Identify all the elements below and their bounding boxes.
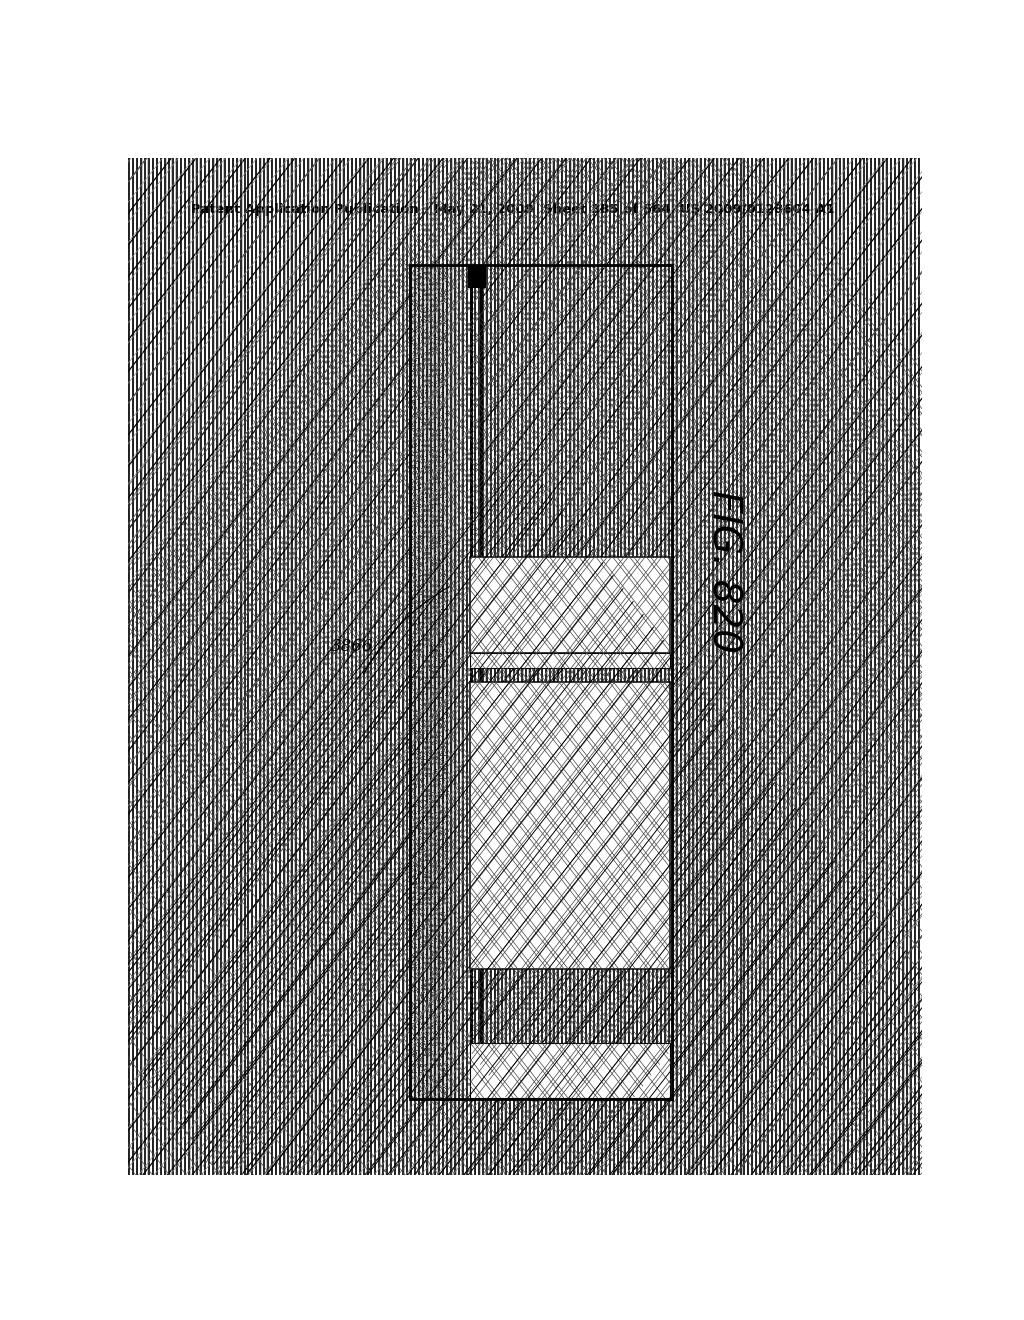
Bar — [482, 265, 672, 1098]
Bar — [473, 265, 479, 1098]
Bar — [470, 682, 670, 969]
Bar — [410, 265, 672, 1098]
Bar — [471, 1044, 670, 1097]
Bar — [482, 265, 672, 1098]
Bar — [470, 557, 670, 652]
Bar — [468, 265, 478, 288]
Bar — [410, 265, 672, 1098]
Bar — [471, 558, 670, 652]
Text: Patent Application Publication: Patent Application Publication — [191, 203, 419, 216]
Text: FIG. 820: FIG. 820 — [705, 490, 742, 653]
Bar — [470, 652, 670, 668]
Bar — [478, 265, 486, 288]
Bar — [479, 288, 482, 312]
Bar — [410, 265, 447, 1098]
Bar — [447, 265, 456, 1098]
Text: May 21, 2009  Sheet 385 of 564  US 2009/0128604 A1: May 21, 2009 Sheet 385 of 564 US 2009/01… — [433, 203, 835, 216]
Bar — [456, 265, 470, 1098]
Bar — [470, 288, 473, 312]
Bar — [447, 265, 456, 1098]
Bar — [471, 682, 670, 969]
Bar — [471, 558, 670, 652]
Bar — [456, 265, 470, 1098]
Text: 3866: 3866 — [331, 638, 373, 655]
Bar — [470, 265, 473, 1098]
Bar — [479, 265, 482, 1098]
Bar — [471, 682, 670, 969]
Bar — [473, 265, 479, 1098]
Bar — [470, 1043, 670, 1097]
